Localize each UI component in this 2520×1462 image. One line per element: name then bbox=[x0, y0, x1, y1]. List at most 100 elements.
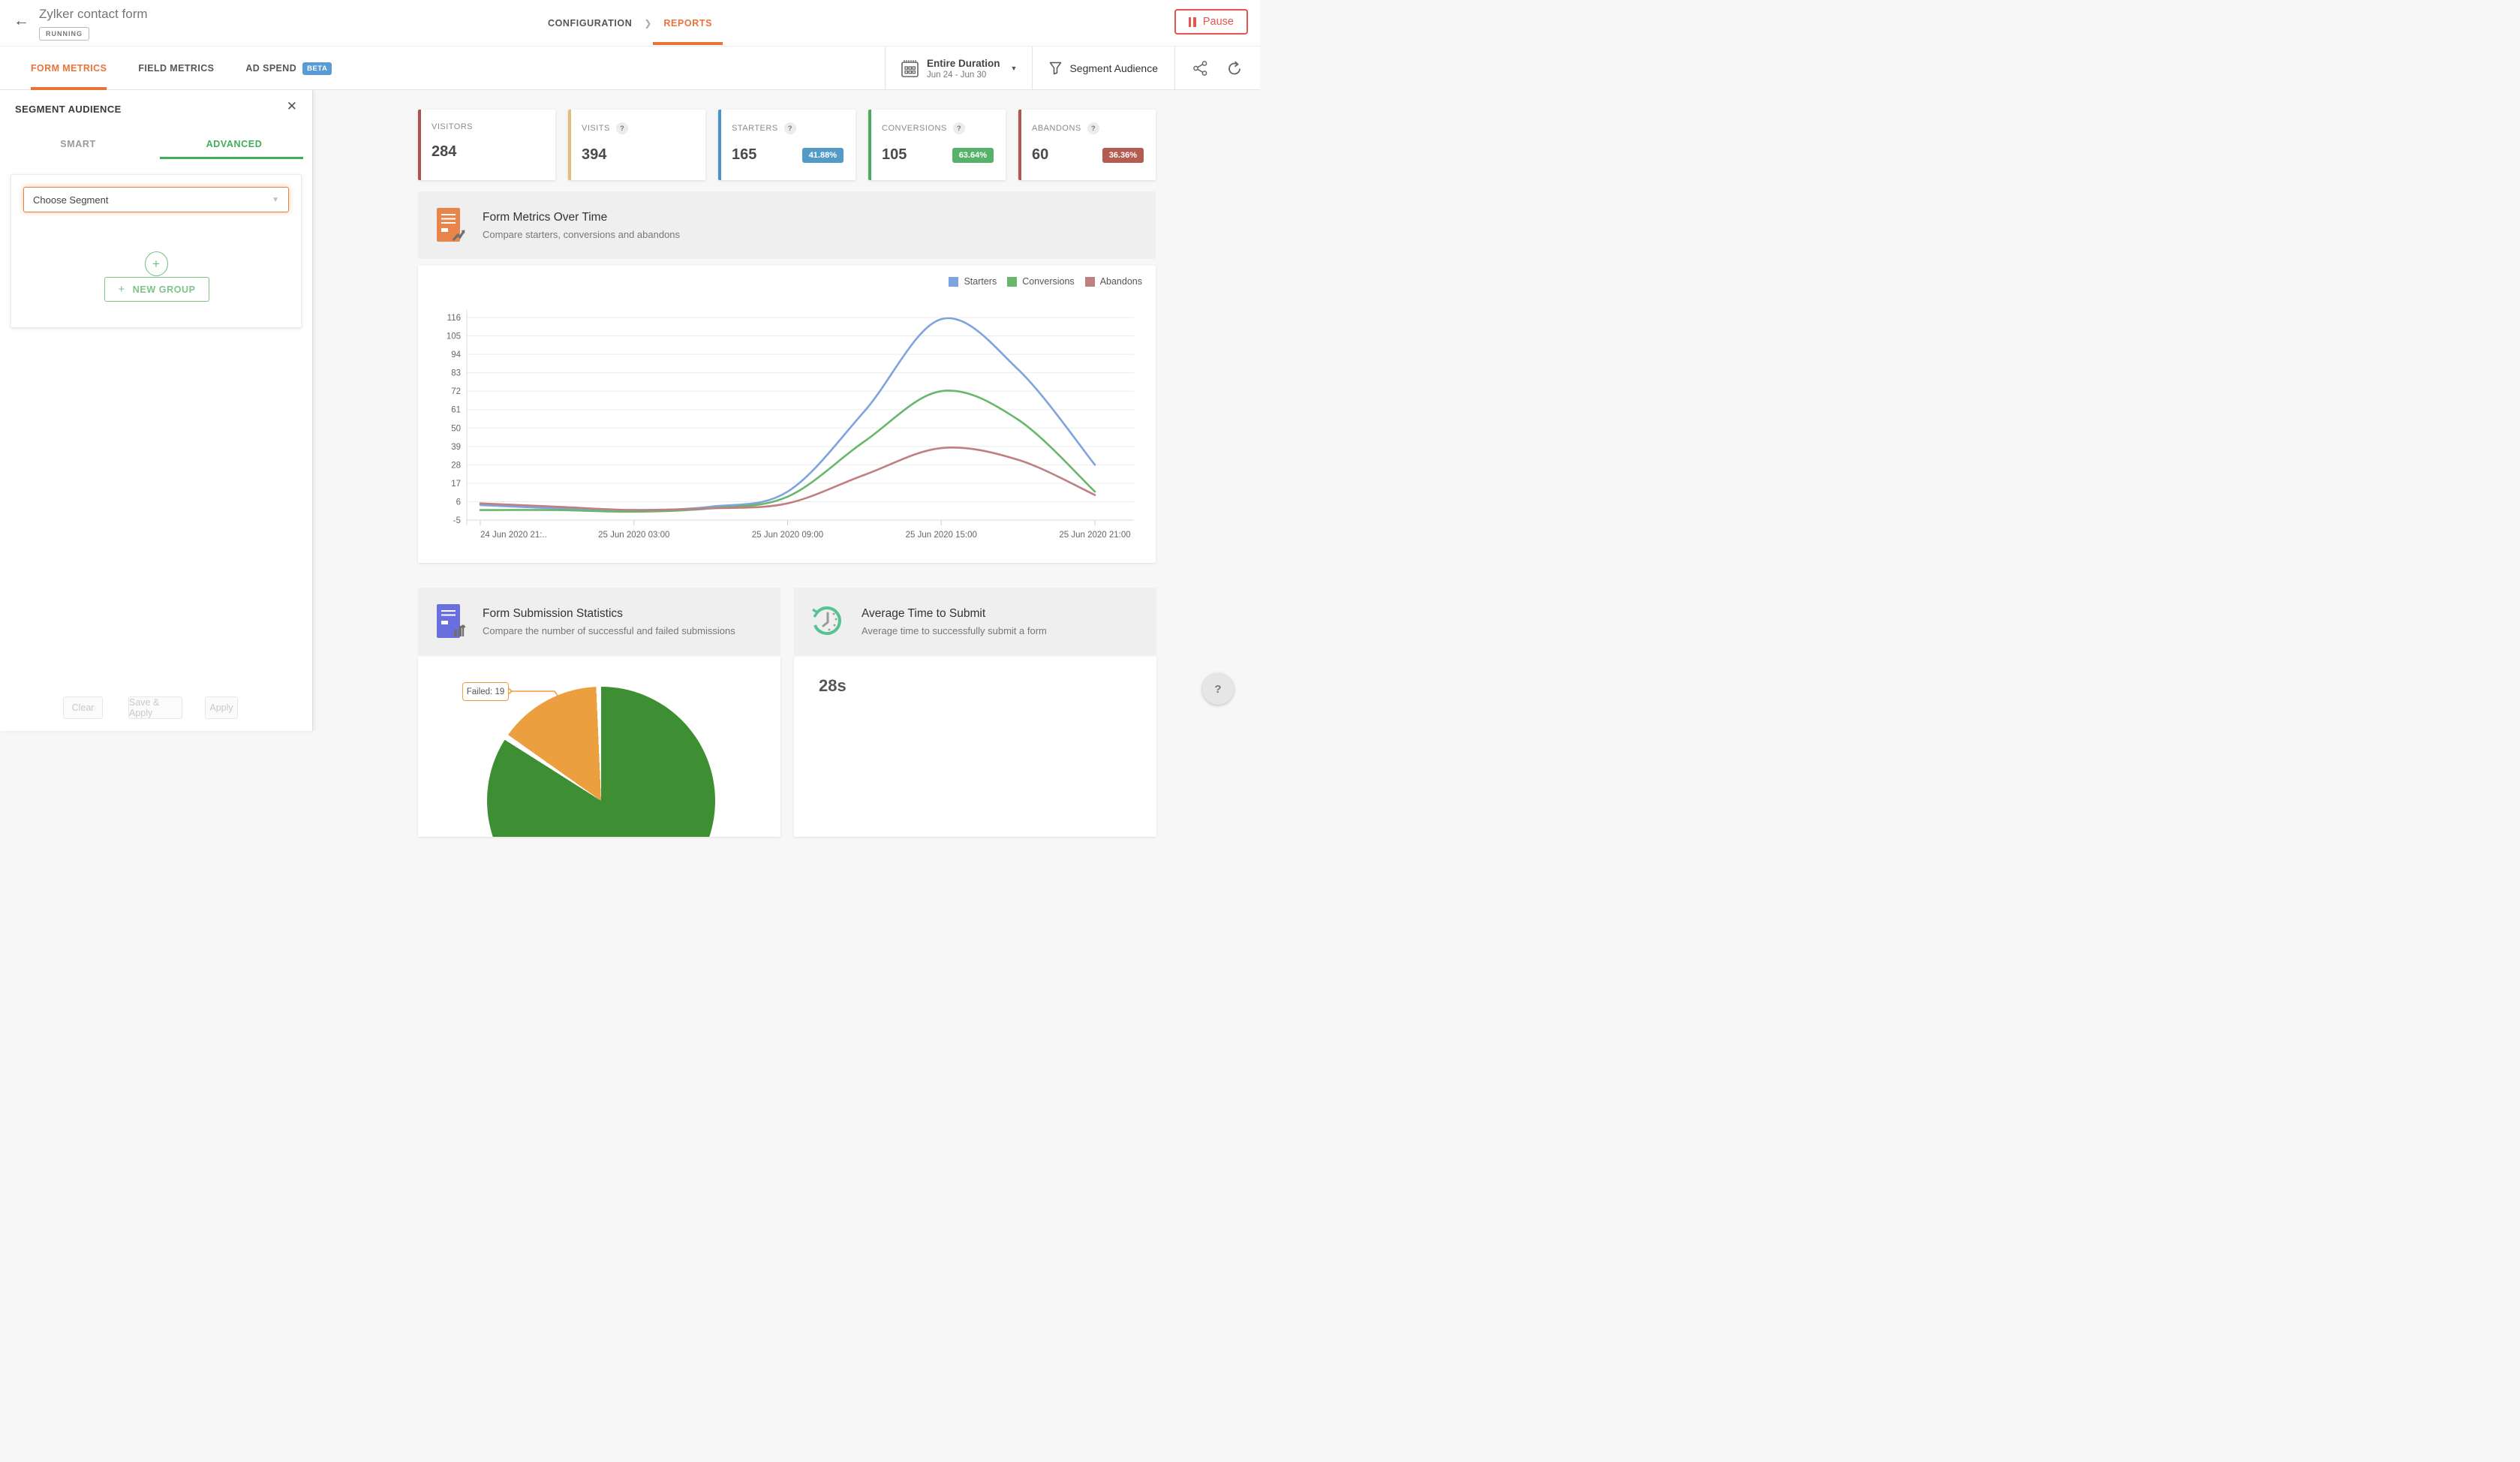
filter-funnel-icon bbox=[1050, 62, 1062, 75]
divider bbox=[1174, 47, 1175, 90]
section-title: Form Metrics Over Time bbox=[483, 210, 608, 224]
clock-refresh-icon bbox=[812, 606, 841, 636]
legend-swatch bbox=[1007, 276, 1018, 287]
svg-text:61: 61 bbox=[451, 406, 461, 415]
svg-text:94: 94 bbox=[451, 350, 461, 359]
segment-audience-button[interactable]: Segment Audience bbox=[1033, 47, 1174, 90]
svg-text:25 Jun 2020 21:00: 25 Jun 2020 21:00 bbox=[1059, 531, 1130, 540]
refresh-icon[interactable] bbox=[1227, 61, 1242, 77]
section-title: Form Submission Statistics bbox=[483, 606, 623, 620]
stat-label: ABANDONS bbox=[1032, 124, 1081, 133]
form-metrics-chart-card: Starters Conversions Abandons 116 105 94 83 72… bbox=[418, 266, 1156, 563]
active-tab-underline bbox=[31, 87, 107, 90]
help-icon[interactable]: ? bbox=[615, 122, 628, 134]
section-subtitle: Compare starters, conversions and abando… bbox=[483, 228, 681, 240]
legend-item-conversions[interactable]: Conversions bbox=[1007, 276, 1075, 287]
svg-text:6: 6 bbox=[456, 498, 461, 507]
beta-badge: BETA bbox=[302, 62, 332, 75]
stat-card-starters: STARTERS? 165 41.88% bbox=[718, 110, 856, 180]
tab-ad-spend[interactable]: AD SPEND BETA bbox=[230, 47, 347, 90]
stat-accent-bar bbox=[568, 110, 571, 180]
status-badge: RUNNING bbox=[39, 27, 89, 41]
plus-icon: + bbox=[118, 283, 125, 296]
close-icon[interactable]: ✕ bbox=[286, 99, 297, 113]
tab-form-metrics[interactable]: FORM METRICS bbox=[15, 47, 122, 90]
stat-label: VISITORS bbox=[432, 122, 474, 131]
svg-text:25 Jun 2020 09:00: 25 Jun 2020 09:00 bbox=[752, 531, 823, 540]
svg-text:25 Jun 2020 03:00: 25 Jun 2020 03:00 bbox=[598, 531, 669, 540]
submission-pie-chart bbox=[487, 687, 715, 837]
help-icon[interactable]: ? bbox=[783, 122, 796, 134]
form-metrics-section-header: Form Metrics Over Time Compare starters,… bbox=[418, 191, 1156, 259]
legend-item-starters[interactable]: Starters bbox=[949, 276, 997, 287]
stat-accent-bar bbox=[1018, 110, 1021, 180]
section-subtitle: Average time to successfully submit a fo… bbox=[862, 624, 1047, 636]
add-condition-button[interactable]: + bbox=[144, 251, 168, 276]
submission-section-header: Form Submission Statistics Compare the n… bbox=[418, 588, 780, 655]
avg-time-section-header: Average Time to Submit Average time to s… bbox=[794, 588, 1156, 655]
page-title: Zylker contact form bbox=[39, 7, 148, 21]
section-header-text: Form Submission Statistics Compare the n… bbox=[483, 607, 735, 636]
save-apply-button[interactable]: Save & Apply bbox=[128, 696, 182, 719]
chart-legend: Starters Conversions Abandons bbox=[949, 276, 1142, 287]
apply-button[interactable]: Apply bbox=[205, 696, 238, 719]
metrics-line-chart: 116 105 94 83 72 61 50 39 28 17 6 -5 24 Jun 2020 21:… bbox=[447, 310, 1134, 540]
legend-swatch bbox=[949, 276, 959, 287]
calendar-icon bbox=[901, 60, 919, 77]
stat-label: CONVERSIONS bbox=[882, 124, 947, 133]
breadcrumb: CONFIGURATION ❯ REPORTS bbox=[0, 0, 1260, 47]
avg-time-card: 28s bbox=[794, 657, 1156, 837]
document-trend-icon bbox=[437, 208, 465, 242]
clear-button[interactable]: Clear bbox=[63, 696, 103, 719]
chevron-right-icon: ❯ bbox=[644, 18, 652, 29]
date-range-text: Entire Duration Jun 24 - Jun 30 bbox=[927, 57, 1000, 80]
select-caret-icon: ▼ bbox=[272, 195, 279, 204]
svg-text:28: 28 bbox=[451, 461, 461, 470]
panel-title: SEGMENT AUDIENCE bbox=[15, 104, 122, 115]
svg-text:25 Jun 2020 15:00: 25 Jun 2020 15:00 bbox=[906, 531, 977, 540]
legend-swatch bbox=[1084, 276, 1095, 287]
svg-text:24 Jun 2020 21:..: 24 Jun 2020 21:.. bbox=[480, 531, 547, 540]
stat-accent-bar bbox=[868, 110, 871, 180]
new-group-button[interactable]: + NEW GROUP bbox=[104, 277, 209, 302]
svg-text:-5: -5 bbox=[453, 516, 461, 525]
nav-configuration[interactable]: CONFIGURATION bbox=[547, 18, 633, 29]
stat-cards-row: VISITORS 284 VISITS? 394 STARTERS? 165 41.88% C… bbox=[418, 110, 1156, 180]
segment-panel-tabs: SMART ADVANCED bbox=[0, 129, 312, 159]
share-icon[interactable] bbox=[1193, 61, 1207, 76]
svg-text:72: 72 bbox=[451, 387, 461, 396]
tab-smart[interactable]: SMART bbox=[60, 139, 96, 149]
tab-field-metrics[interactable]: FIELD METRICS bbox=[138, 63, 215, 74]
stat-value: 105 bbox=[882, 146, 907, 163]
caret-down-icon: ▼ bbox=[1010, 65, 1018, 72]
choose-segment-select[interactable]: Choose Segment ▼ bbox=[23, 187, 289, 212]
divider bbox=[885, 47, 886, 90]
segment-group-card: Choose Segment ▼ + bbox=[11, 174, 302, 328]
svg-text:83: 83 bbox=[451, 369, 461, 378]
back-arrow-icon[interactable]: ← bbox=[14, 12, 29, 29]
help-icon[interactable]: ? bbox=[952, 122, 965, 134]
stat-percentage-badge: 36.36% bbox=[1102, 147, 1144, 163]
pause-icon bbox=[1188, 17, 1196, 27]
tab-advanced[interactable]: ADVANCED bbox=[156, 129, 312, 159]
report-tabs: FORM METRICS FIELD METRICS AD SPEND BETA bbox=[15, 47, 347, 90]
help-button[interactable]: ? bbox=[1202, 673, 1234, 705]
avg-time-value: 28s bbox=[819, 676, 847, 695]
pie-callout-failed: Failed: 19 bbox=[462, 682, 509, 701]
document-bars-icon bbox=[437, 604, 466, 638]
pause-button[interactable]: Pause bbox=[1174, 9, 1248, 35]
svg-text:39: 39 bbox=[451, 443, 461, 452]
active-nav-underline bbox=[653, 42, 723, 45]
help-icon[interactable]: ? bbox=[1087, 122, 1099, 134]
stat-card-visitors: VISITORS 284 bbox=[418, 110, 555, 180]
series-line-conversions bbox=[479, 390, 1096, 513]
svg-text:116: 116 bbox=[447, 314, 461, 323]
nav-reports[interactable]: REPORTS bbox=[653, 18, 723, 45]
divider bbox=[1032, 47, 1033, 90]
svg-text:17: 17 bbox=[451, 480, 461, 489]
submission-pie-card: Failed: 19 bbox=[418, 657, 780, 837]
section-title: Average Time to Submit bbox=[862, 606, 986, 620]
legend-item-abandons[interactable]: Abandons bbox=[1084, 276, 1142, 287]
date-range-picker[interactable]: Entire Duration Jun 24 - Jun 30 ▼ bbox=[886, 47, 1032, 90]
reports-main: VISITORS 284 VISITS? 394 STARTERS? 165 41.88% C… bbox=[313, 90, 1260, 837]
